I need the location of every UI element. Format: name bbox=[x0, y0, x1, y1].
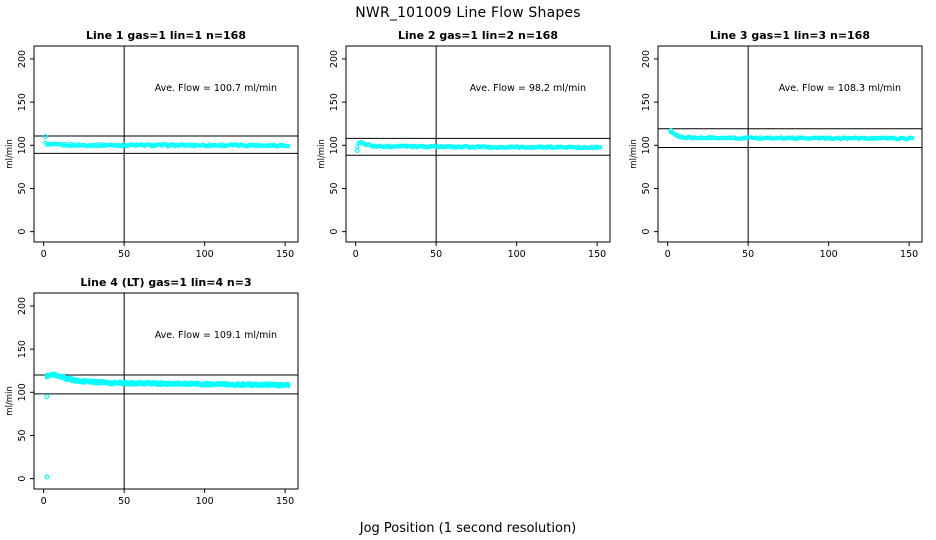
y-tick-label: 150 bbox=[17, 340, 28, 358]
outlier-point bbox=[44, 394, 50, 400]
chart-title: Line 4 (LT) gas=1 lin=4 n=3 bbox=[80, 276, 251, 289]
y-axis-label: ml/min bbox=[5, 139, 15, 169]
x-tick-label: 150 bbox=[276, 496, 294, 507]
y-tick-label: 50 bbox=[17, 182, 28, 194]
y-tick-label: 100 bbox=[17, 136, 28, 154]
x-tick-label: 150 bbox=[276, 249, 294, 260]
chart-title: Line 3 gas=1 lin=3 n=168 bbox=[710, 29, 870, 42]
y-tick-label: 200 bbox=[17, 50, 28, 68]
y-tick-label: 0 bbox=[641, 229, 652, 235]
chart-cell-line-2: Line 2 gas=1 lin=2 n=168 0 50 100 150 0 50 100 1… bbox=[312, 26, 624, 273]
x-tick-label: 0 bbox=[41, 249, 47, 260]
chart-title: Line 1 gas=1 lin=1 n=168 bbox=[86, 29, 246, 42]
chart-line-1: Line 1 gas=1 lin=1 n=168 0 50 100 150 0 50 100 1… bbox=[5, 29, 299, 260]
figure-title: NWR_101009 Line Flow Shapes bbox=[355, 5, 581, 21]
y-tick-label: 50 bbox=[329, 182, 340, 194]
y-tick-label: 150 bbox=[329, 93, 340, 111]
y-tick-label: 0 bbox=[329, 229, 340, 235]
empty-cell-2 bbox=[624, 273, 936, 520]
data-point bbox=[286, 383, 291, 389]
x-tick-label: 100 bbox=[820, 249, 838, 260]
chart-cell-line-1: Line 1 gas=1 lin=1 n=168 0 50 100 150 0 50 100 1… bbox=[0, 26, 312, 273]
chart-line-4: Line 4 (LT) gas=1 lin=4 n=3 0 50 100 150 0 50 1… bbox=[5, 276, 299, 507]
y-tick-label: 150 bbox=[17, 93, 28, 111]
y-axis-label: ml/min bbox=[5, 386, 15, 416]
y-tick-label: 50 bbox=[17, 429, 28, 441]
x-tick-label: 100 bbox=[196, 249, 214, 260]
plot-box bbox=[33, 45, 299, 243]
x-tick-label: 50 bbox=[742, 249, 754, 260]
chart-grid: Line 1 gas=1 lin=1 n=168 0 50 100 150 0 50 100 1… bbox=[0, 26, 936, 520]
chart-cell-line-3: Line 3 gas=1 lin=3 n=168 0 50 100 150 0 50 100 1… bbox=[624, 26, 936, 273]
x-tick-label: 0 bbox=[353, 249, 359, 260]
plot-box bbox=[345, 45, 611, 243]
x-axis-label: Jog Position (1 second resolution) bbox=[359, 521, 577, 536]
y-tick-label: 0 bbox=[17, 476, 28, 482]
y-tick-label: 200 bbox=[17, 297, 28, 315]
x-tick-label: 100 bbox=[508, 249, 526, 260]
data-point bbox=[286, 143, 291, 149]
data-point bbox=[181, 381, 186, 386]
x-tick-label: 50 bbox=[430, 249, 442, 260]
x-tick-label: 150 bbox=[588, 249, 606, 260]
x-tick-label: 100 bbox=[196, 496, 214, 507]
y-tick-label: 0 bbox=[17, 229, 28, 235]
chart-title: Line 2 gas=1 lin=2 n=168 bbox=[398, 29, 558, 42]
data-point bbox=[598, 144, 603, 150]
data-point bbox=[910, 135, 915, 141]
x-tick-label: 50 bbox=[118, 249, 130, 260]
empty-cell-1 bbox=[312, 273, 624, 520]
plot-box bbox=[657, 45, 923, 243]
y-tick-label: 200 bbox=[641, 50, 652, 68]
data-point bbox=[220, 381, 226, 386]
y-tick-label: 100 bbox=[17, 383, 28, 401]
ave-flow-annotation: Ave. Flow = 98.2 ml/min bbox=[470, 83, 586, 94]
outlier-point bbox=[42, 134, 48, 140]
x-tick-label: 50 bbox=[118, 496, 130, 507]
chart-line-2: Line 2 gas=1 lin=2 n=168 0 50 100 150 0 50 100 1… bbox=[317, 29, 611, 260]
ave-flow-annotation: Ave. Flow = 100.7 ml/min bbox=[155, 83, 277, 94]
y-tick-label: 100 bbox=[641, 136, 652, 154]
y-tick-label: 100 bbox=[329, 136, 340, 154]
y-tick-label: 50 bbox=[641, 182, 652, 194]
x-tick-label: 0 bbox=[665, 249, 671, 260]
data-points bbox=[354, 140, 603, 153]
y-tick-label: 150 bbox=[641, 93, 652, 111]
x-tick-label: 0 bbox=[41, 496, 47, 507]
outlier-point bbox=[354, 147, 360, 153]
y-tick-label: 200 bbox=[329, 50, 340, 68]
x-tick-label: 150 bbox=[900, 249, 918, 260]
data-point bbox=[355, 144, 360, 149]
data-points bbox=[44, 371, 291, 480]
y-axis-label: ml/min bbox=[317, 139, 327, 169]
plot-box bbox=[33, 292, 299, 490]
data-points bbox=[668, 128, 915, 142]
chart-line-3: Line 3 gas=1 lin=3 n=168 0 50 100 150 0 50 100 1… bbox=[629, 29, 923, 260]
data-points bbox=[42, 134, 291, 149]
ave-flow-annotation: Ave. Flow = 108.3 ml/min bbox=[779, 83, 901, 94]
ave-flow-annotation: Ave. Flow = 109.1 ml/min bbox=[155, 330, 277, 341]
outlier-point bbox=[668, 128, 674, 134]
chart-cell-line-4: Line 4 (LT) gas=1 lin=4 n=3 0 50 100 150 0 50 1… bbox=[0, 273, 312, 520]
y-axis-label: ml/min bbox=[629, 139, 639, 169]
outlier-point bbox=[44, 474, 50, 480]
